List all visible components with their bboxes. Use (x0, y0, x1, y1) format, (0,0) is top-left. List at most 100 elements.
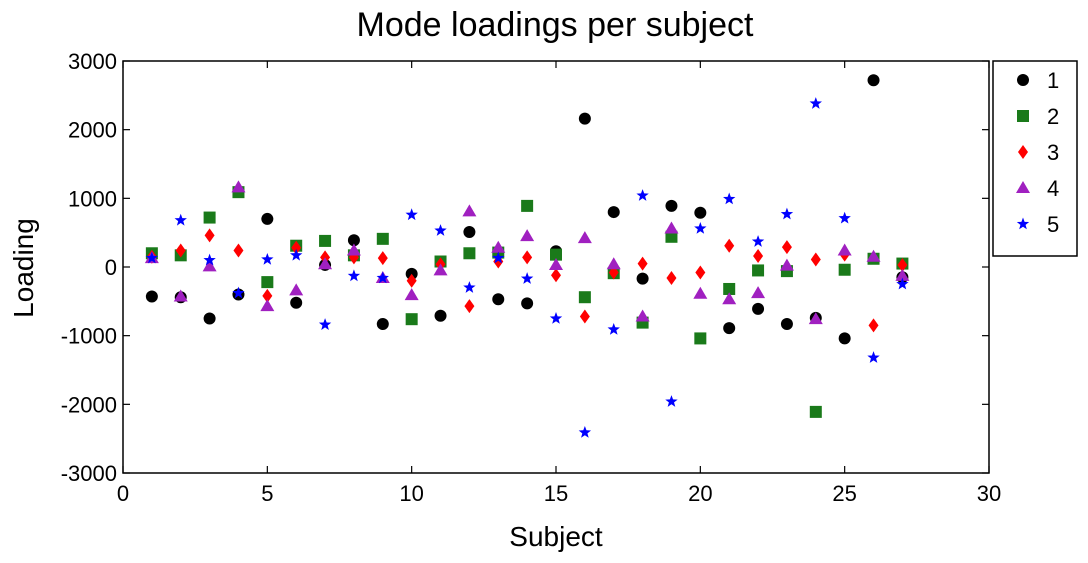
series-5-point (578, 425, 592, 438)
series-1-point (434, 309, 447, 322)
series-3-point (781, 240, 792, 255)
series-5-point (290, 248, 303, 261)
legend-marker-3 (1018, 145, 1028, 159)
series-1-point (578, 112, 591, 125)
series-4-point (693, 286, 708, 299)
series-3-point (464, 299, 475, 314)
series-2-point (838, 263, 851, 276)
series-5-point (434, 224, 447, 236)
series-3-point (291, 240, 302, 255)
y-tick-label: 3000 (68, 49, 117, 74)
series-5-point (520, 272, 534, 284)
y-axis-label: Loading (8, 218, 39, 318)
series-4-point (549, 257, 563, 270)
series-4-point (837, 243, 852, 256)
series-3-point (551, 268, 561, 283)
series-2-point (203, 211, 216, 224)
series-4-point (520, 229, 535, 242)
legend-label: 2 (1047, 104, 1059, 129)
series-4-point (751, 286, 766, 299)
series-3-point (868, 318, 879, 333)
series-3-point (637, 256, 648, 271)
series-2-point (376, 232, 389, 245)
series-1-point (723, 322, 736, 335)
series-5-point (607, 322, 620, 335)
series-2-point (319, 234, 332, 247)
series-5-point (636, 189, 649, 201)
series-4 (144, 180, 910, 325)
series-5-point (463, 281, 476, 293)
series-3-point (666, 270, 677, 285)
series-4-point (664, 221, 679, 234)
series-5-point (694, 222, 707, 234)
series-4-point (202, 259, 217, 272)
series-2-point (578, 291, 591, 304)
series-5-point (780, 207, 794, 220)
series-4-point (289, 283, 304, 296)
series-1-point (261, 212, 274, 225)
series-2-point (463, 247, 476, 260)
series-1-point (752, 302, 765, 315)
series-3-point (810, 252, 821, 267)
legend-marker-1 (1017, 74, 1029, 86)
series-5-point (376, 271, 389, 284)
x-tick-label: 0 (117, 481, 129, 506)
series-3-point (204, 228, 215, 243)
series-4-point (433, 263, 448, 276)
series-4-point (231, 180, 246, 193)
series-4-point (404, 288, 419, 301)
series-2-point (665, 230, 678, 243)
series-3-point (233, 243, 244, 258)
legend-label: 5 (1047, 212, 1059, 237)
series-2-point (405, 313, 418, 326)
series-1-point (145, 290, 158, 303)
series-4-point (722, 292, 737, 305)
series-2-point (550, 248, 562, 261)
series-4-point (491, 240, 506, 253)
series-4-point (346, 243, 361, 256)
series-4-point (462, 204, 477, 217)
series-3-point (262, 288, 273, 303)
series-3 (146, 228, 908, 333)
series-5-point (174, 213, 187, 226)
chart-title: Mode loadings per subject (357, 6, 754, 44)
series-4-point (577, 231, 592, 244)
legend-marker-5 (1016, 217, 1030, 230)
legend-marker-4 (1016, 181, 1030, 193)
x-axis-label: Subject (509, 521, 603, 552)
series-1-point (636, 272, 649, 285)
series-1-point (694, 206, 707, 219)
y-tick-label: -3000 (61, 461, 117, 486)
x-tick-label: 20 (688, 481, 712, 506)
series-5-point (492, 251, 505, 264)
x-tick-label: 15 (544, 481, 568, 506)
series-5-point (318, 318, 332, 330)
data-points (144, 74, 910, 438)
series-3-point (522, 250, 533, 265)
series-1-point (665, 199, 678, 212)
series-3-point (406, 273, 417, 288)
series-4-point (635, 309, 650, 322)
series-4-point (318, 257, 333, 270)
x-tick-label: 10 (399, 481, 423, 506)
series-5-point (896, 277, 909, 290)
series-1-point (203, 312, 216, 325)
series-1-point (347, 234, 360, 247)
series-3-point (695, 265, 706, 280)
series-4-point (866, 249, 881, 262)
series-1-point (838, 332, 851, 345)
series-3-point (377, 251, 388, 266)
series-1-point (376, 317, 389, 330)
legend-label: 4 (1047, 176, 1059, 201)
series-5-point (867, 351, 880, 363)
series-5-point (261, 252, 274, 265)
y-tick-label: -1000 (61, 324, 117, 349)
legend-box (992, 60, 1078, 257)
y-tick-label: 1000 (68, 186, 117, 211)
series-4-point (808, 312, 823, 325)
series-3-point (493, 254, 504, 269)
series-1-point (521, 297, 534, 310)
series-2-point (723, 282, 736, 295)
series-5-point (347, 269, 361, 282)
